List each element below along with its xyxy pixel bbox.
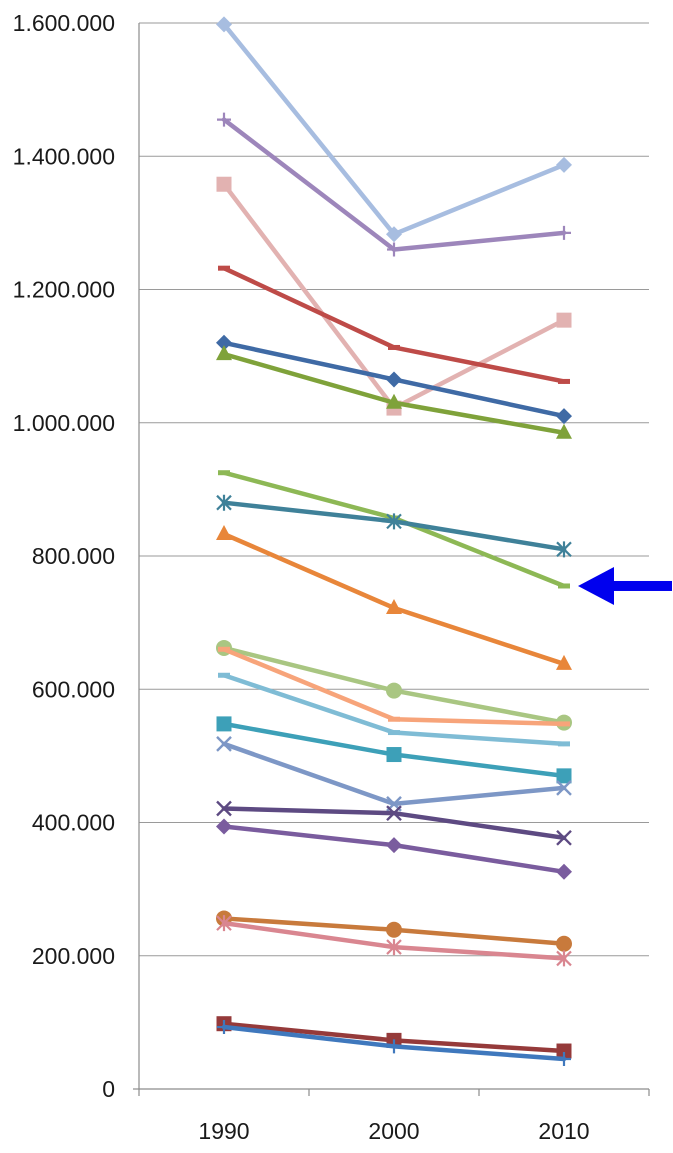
data-point [216, 16, 232, 33]
y-tick-label: 600.000 [32, 676, 115, 702]
annotation-arrow [578, 566, 672, 605]
gridlines [139, 22, 649, 957]
series-12 [218, 672, 570, 747]
x-tick-label: 2000 [368, 1118, 419, 1144]
y-tick-label: 400.000 [32, 810, 115, 836]
y-tick-label: 1.400.000 [13, 143, 115, 169]
series-6 [216, 345, 572, 439]
annotations [578, 566, 672, 605]
data-point [216, 800, 232, 817]
data-point [218, 646, 230, 652]
data-point [216, 915, 232, 932]
y-tick-label: 1.000.000 [13, 410, 115, 436]
series-20 [217, 1020, 571, 1067]
series-13 [216, 716, 572, 784]
data-point [556, 541, 572, 558]
data-point [558, 741, 570, 747]
data-point [557, 225, 571, 240]
data-point [216, 716, 232, 732]
y-tick-label: 800.000 [32, 543, 115, 569]
series-15 [216, 800, 572, 846]
data-point [556, 780, 572, 796]
data-point [556, 156, 572, 173]
data-point [217, 112, 231, 127]
data-point [556, 408, 572, 425]
data-point [386, 393, 402, 409]
series-14 [216, 736, 572, 812]
series-1 [216, 16, 572, 243]
data-point [558, 378, 570, 384]
x-tick-label: 2010 [538, 1118, 589, 1144]
series-line [221, 22, 567, 237]
data-point [386, 747, 402, 763]
series-2 [217, 112, 571, 257]
data-point [556, 423, 572, 439]
data-point [558, 721, 570, 727]
data-point [556, 863, 572, 880]
data-point [217, 1020, 231, 1035]
data-point [216, 736, 232, 752]
data-point [216, 494, 232, 511]
data-point [216, 176, 232, 192]
data-point [386, 513, 402, 530]
arrow-head [578, 566, 614, 605]
series-lines [216, 16, 572, 1067]
y-tick-label: 1.600.000 [13, 10, 115, 36]
data-point [556, 1043, 572, 1059]
data-point [556, 654, 572, 670]
data-point [216, 818, 232, 835]
data-point [556, 768, 572, 784]
data-point [556, 829, 572, 846]
y-tick-labels: 0 200.000 400.000 600.000 800.000 1.000.000 1.… [13, 10, 115, 1102]
data-point [557, 1052, 571, 1067]
series-18 [216, 915, 572, 967]
data-point [386, 682, 402, 699]
x-tick-labels: 1990 2000 2010 [198, 1118, 589, 1144]
data-point [386, 598, 402, 614]
y-tick-label: 0 [102, 1076, 115, 1102]
data-point [216, 525, 232, 541]
data-point [386, 939, 402, 956]
data-point [386, 921, 402, 938]
data-point [218, 470, 230, 476]
data-point [386, 805, 402, 822]
data-point [216, 345, 232, 361]
data-point [387, 1039, 401, 1054]
y-tick-label: 200.000 [32, 943, 115, 969]
data-point [216, 334, 232, 351]
data-point [556, 312, 572, 328]
data-point [556, 950, 572, 967]
series-8 [216, 494, 572, 558]
data-point [386, 371, 402, 388]
x-tick-label: 1990 [198, 1118, 249, 1144]
data-point [558, 583, 570, 589]
data-point [386, 837, 402, 854]
data-point [218, 672, 230, 678]
series-9 [216, 525, 572, 670]
data-point [556, 935, 572, 952]
data-point [386, 226, 402, 243]
series-4 [218, 265, 570, 384]
series-5 [216, 334, 572, 425]
data-point [387, 242, 401, 257]
data-point [388, 344, 400, 350]
series-16 [216, 818, 572, 880]
data-point [388, 716, 400, 722]
axes [133, 23, 650, 1096]
y-tick-label: 1.200.000 [13, 277, 115, 303]
series-line [221, 351, 567, 435]
data-point [388, 730, 400, 736]
data-point [218, 265, 230, 271]
arrow-shaft [608, 580, 672, 591]
series-11 [218, 646, 570, 727]
series-line [221, 265, 567, 384]
